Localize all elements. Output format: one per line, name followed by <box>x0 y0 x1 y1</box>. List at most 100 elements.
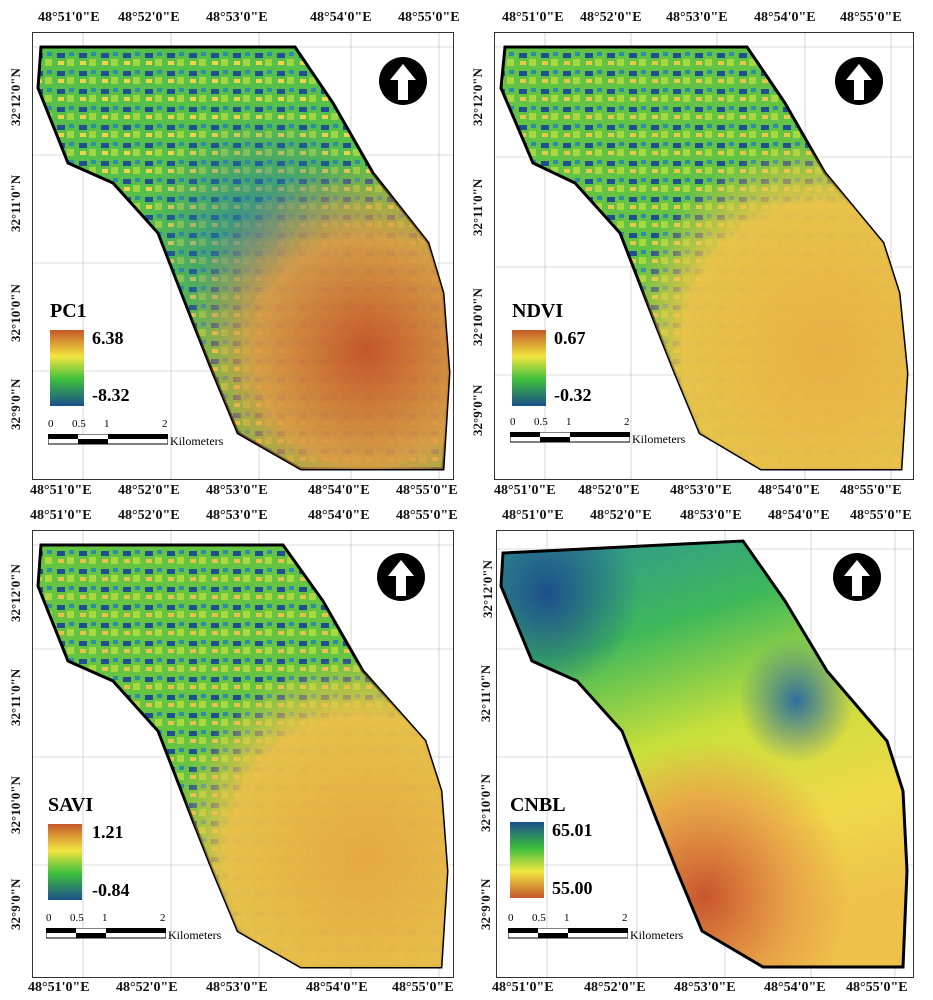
north-arrow-icon <box>377 553 425 601</box>
legend-color-ramp <box>50 330 84 406</box>
x-tick-bottom: 48°55'0"E <box>846 980 908 995</box>
legend-min: 55.00 <box>552 878 593 898</box>
y-tick-left: 32°11'0"N <box>470 178 485 236</box>
x-tick-bottom: 48°52'0"E <box>116 980 178 995</box>
scale-label: 0.5 <box>72 418 86 430</box>
north-arrow-icon <box>835 57 883 105</box>
y-tick-left: 32°11'0"N <box>8 174 23 232</box>
scale-label: 2 <box>162 418 168 430</box>
scale-unit: Kilometers <box>170 434 224 448</box>
x-tick-bottom: 48°54'0"E <box>306 980 368 995</box>
legend-title: PC1 <box>50 300 87 322</box>
map-canvas <box>33 33 453 479</box>
x-tick-top: 48°55'0"E <box>396 508 458 523</box>
scale-label: 1 <box>104 418 110 430</box>
legend-title: NDVI <box>512 300 564 322</box>
x-tick-top: 48°51'0"E <box>38 10 100 25</box>
y-tick-left: 32°12'0"N <box>8 564 23 622</box>
legend-title: SAVI <box>48 794 94 816</box>
x-tick-bottom: 48°51'0"E <box>30 483 92 498</box>
x-tick-top: 48°55'0"E <box>840 10 902 25</box>
x-tick-bottom: 48°52'0"E <box>118 483 180 498</box>
x-tick-top: 48°52'0"E <box>118 508 180 523</box>
x-tick-bottom: 48°51'0"E <box>28 980 90 995</box>
scale-label: 0.5 <box>532 912 546 924</box>
x-tick-bottom: 48°51'0"E <box>492 980 554 995</box>
legend-color-ramp <box>48 824 82 900</box>
scale-bar-graphic <box>508 928 628 939</box>
scale-unit: Kilometers <box>630 928 684 942</box>
y-tick-left: 32°9'0"N <box>478 878 493 930</box>
y-tick-left: 32°10'0"N <box>470 288 485 346</box>
legend-min: -8.32 <box>92 385 130 405</box>
x-tick-bottom: 48°53'0"E <box>206 980 268 995</box>
scale-label: 2 <box>160 912 166 924</box>
scale-bar-graphic <box>46 928 166 939</box>
y-tick-left: 32°11'0"N <box>8 668 23 726</box>
map-panel-cnbl: 48°51'0"E 48°52'0"E 48°53'0"E 48°54'0"E … <box>466 500 933 1000</box>
x-tick-top: 48°54'0"E <box>308 508 370 523</box>
x-tick-top: 48°55'0"E <box>398 10 460 25</box>
x-tick-bottom: 48°52'0"E <box>578 483 640 498</box>
y-tick-left: 32°9'0"N <box>8 378 23 430</box>
x-tick-bottom: 48°54'0"E <box>764 980 826 995</box>
x-tick-top: 48°51'0"E <box>502 508 564 523</box>
x-tick-bottom: 48°52'0"E <box>584 980 646 995</box>
x-tick-top: 48°52'0"E <box>580 10 642 25</box>
north-arrow-icon <box>833 553 881 601</box>
x-tick-top: 48°51'0"E <box>30 508 92 523</box>
scale-bar-graphic <box>510 432 630 443</box>
x-tick-bottom: 48°55'0"E <box>840 483 902 498</box>
y-tick-left: 32°11'0"N <box>478 664 493 722</box>
legend-max: 0.67 <box>554 328 586 348</box>
map-frame <box>32 530 454 978</box>
x-tick-bottom: 48°55'0"E <box>392 980 454 995</box>
map-frame <box>496 530 914 978</box>
x-tick-bottom: 48°54'0"E <box>308 483 370 498</box>
x-tick-top: 48°53'0"E <box>206 508 268 523</box>
x-tick-top: 48°53'0"E <box>666 10 728 25</box>
x-tick-top: 48°51'0"E <box>502 10 564 25</box>
scale-label: 0 <box>48 418 54 430</box>
scale-label: 1 <box>102 912 108 924</box>
y-tick-left: 32°12'0"N <box>480 560 495 618</box>
x-tick-top: 48°53'0"E <box>206 10 268 25</box>
y-tick-left: 32°10'0"N <box>8 284 23 342</box>
scale-label: 0 <box>510 416 516 428</box>
legend-title: CNBL <box>510 794 566 816</box>
legend-max: 65.01 <box>552 820 593 840</box>
y-tick-left: 32°9'0"N <box>8 878 23 930</box>
map-frame <box>32 32 454 480</box>
x-tick-top: 48°53'0"E <box>680 508 742 523</box>
x-tick-bottom: 48°55'0"E <box>396 483 458 498</box>
legend-max: 6.38 <box>92 328 124 348</box>
scale-unit: Kilometers <box>168 928 222 942</box>
x-tick-top: 48°52'0"E <box>590 508 652 523</box>
y-tick-left: 32°10'0"N <box>478 774 493 832</box>
x-tick-bottom: 48°53'0"E <box>670 483 732 498</box>
scale-unit: Kilometers <box>632 432 686 446</box>
map-canvas <box>497 531 913 977</box>
y-tick-left: 32°12'0"N <box>470 68 485 126</box>
map-panel-savi: 48°51'0"E 48°52'0"E 48°53'0"E 48°54'0"E … <box>0 500 466 1000</box>
x-tick-top: 48°54'0"E <box>754 10 816 25</box>
map-canvas <box>495 33 913 479</box>
north-arrow-icon <box>379 57 427 105</box>
legend-max: 1.21 <box>92 822 124 842</box>
x-tick-top: 48°54'0"E <box>310 10 372 25</box>
scale-label: 0 <box>508 912 514 924</box>
x-tick-bottom: 48°53'0"E <box>206 483 268 498</box>
x-tick-bottom: 48°54'0"E <box>758 483 820 498</box>
scale-label: 2 <box>622 912 628 924</box>
y-tick-left: 32°10'0"N <box>8 776 23 834</box>
legend-min: -0.32 <box>554 385 592 405</box>
study-area <box>499 539 909 969</box>
x-tick-bottom: 48°51'0"E <box>494 483 556 498</box>
y-tick-left: 32°9'0"N <box>470 384 485 436</box>
scale-label: 0 <box>46 912 52 924</box>
y-tick-left: 32°12'0"N <box>8 68 23 126</box>
scale-label: 2 <box>624 416 630 428</box>
legend-color-ramp <box>512 330 546 406</box>
scale-label: 0.5 <box>70 912 84 924</box>
map-frame <box>494 32 914 480</box>
